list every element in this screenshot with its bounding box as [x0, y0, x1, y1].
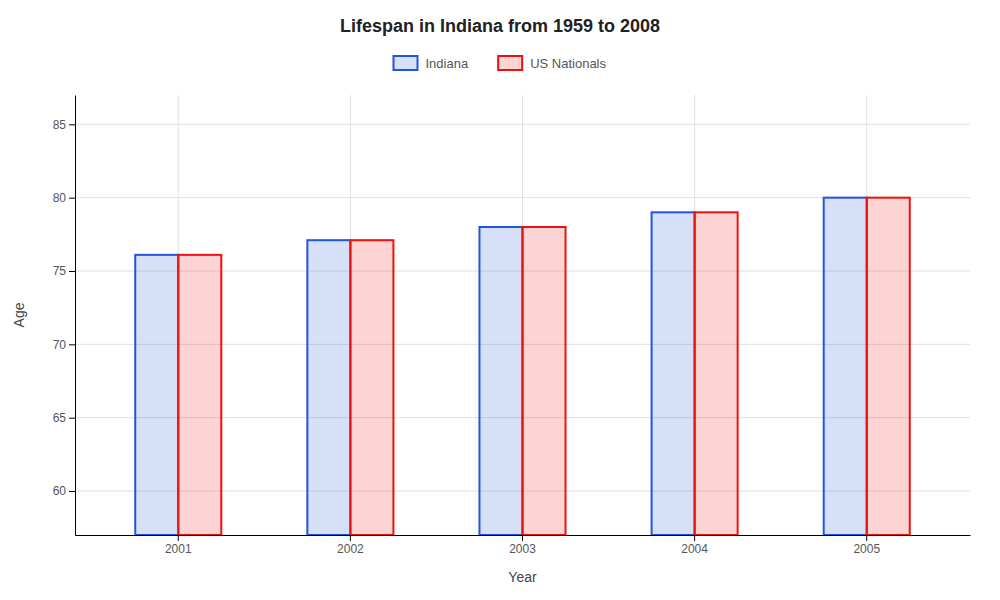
y-axis: 60 65 70 75 80 85 [53, 96, 76, 536]
legend-item: Indiana [393, 56, 468, 71]
y-tick: 70 [53, 338, 75, 352]
legend: Indiana US Nationals [393, 56, 606, 71]
legend-swatch [498, 56, 522, 70]
title: Lifespan in Indiana from 1959 to 2008 [340, 16, 660, 36]
x-tick-label: 2002 [337, 542, 364, 556]
x-tick-mark [350, 535, 351, 541]
y-tick-label: 65 [53, 411, 67, 425]
y-axis-title: Age [11, 302, 27, 327]
bar [135, 255, 178, 535]
x-tick-label: 2004 [681, 542, 708, 556]
x-tick: 2002 [337, 535, 364, 556]
x-axis-title: Year [508, 569, 537, 585]
y-tick: 85 [53, 118, 75, 132]
chart: Lifespan in Indiana from 1959 to 2008 200… [0, 0, 1000, 600]
y-tick: 80 [53, 191, 75, 205]
bar [307, 240, 350, 535]
y-tick-mark [69, 491, 75, 492]
bar [178, 255, 221, 535]
x-tick: 2003 [509, 535, 536, 556]
x-tick: 2001 [165, 535, 192, 556]
x-tick: 2004 [681, 535, 708, 556]
bar [867, 198, 910, 535]
y-tick-mark [69, 418, 75, 419]
bar [824, 198, 867, 535]
bars [135, 198, 910, 535]
x-tick-mark [694, 535, 695, 541]
x-tick-label: 2003 [509, 542, 536, 556]
y-tick: 60 [53, 484, 75, 498]
y-tick-label: 70 [53, 338, 67, 352]
legend-item: US Nationals [498, 56, 606, 71]
legend-label: Indiana [425, 56, 468, 71]
x-tick-mark [522, 535, 523, 541]
bar [523, 227, 566, 535]
bar [350, 240, 393, 535]
y-tick-mark [69, 124, 75, 125]
x-tick-mark [178, 535, 179, 541]
y-tick-mark [69, 344, 75, 345]
y-tick-label: 80 [53, 191, 67, 205]
x-tick-label: 2001 [165, 542, 192, 556]
y-tick: 65 [53, 411, 75, 425]
chart-container: Lifespan in Indiana from 1959 to 2008 200… [0, 0, 1000, 600]
y-tick-mark [69, 271, 75, 272]
x-tick: 2005 [853, 535, 880, 556]
x-axis: 2001 2002 2003 2004 2005 [76, 535, 971, 556]
y-tick-mark [69, 198, 75, 199]
y-tick-label: 60 [53, 484, 67, 498]
y-tick: 75 [53, 264, 75, 278]
y-tick-label: 75 [53, 264, 67, 278]
y-axis-line [75, 96, 76, 536]
bar [479, 227, 522, 535]
y-tick-label: 85 [53, 118, 67, 132]
x-tick-mark [866, 535, 867, 541]
legend-label: US Nationals [530, 56, 606, 71]
legend-swatch [393, 56, 417, 70]
grid [75, 95, 970, 535]
x-tick-label: 2005 [853, 542, 880, 556]
bar [652, 212, 695, 535]
bar [695, 212, 738, 535]
